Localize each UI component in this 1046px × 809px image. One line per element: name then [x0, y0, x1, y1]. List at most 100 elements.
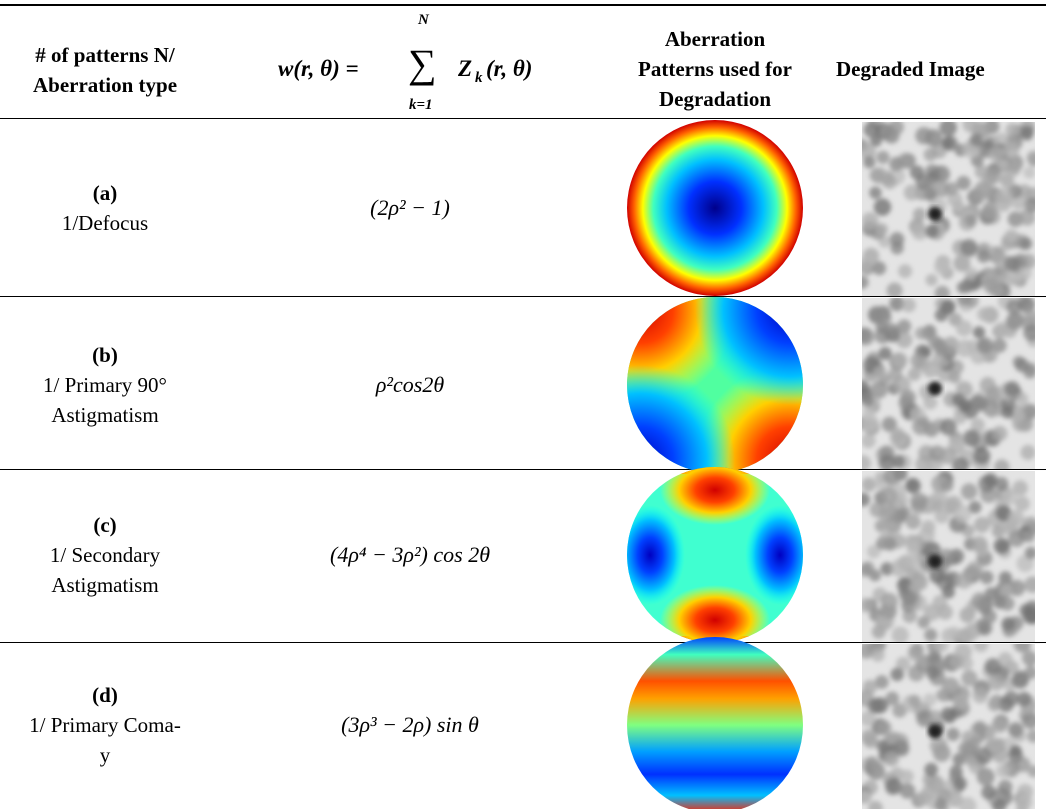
blob [889, 157, 904, 172]
degraded-image [855, 116, 1042, 301]
blob [973, 722, 985, 734]
blob [994, 538, 1011, 555]
blob [879, 347, 892, 360]
blob [891, 559, 909, 577]
blob [1012, 480, 1027, 495]
row-label: (b) [0, 340, 210, 370]
blob [901, 590, 917, 606]
blob [980, 377, 996, 393]
blob [875, 615, 891, 631]
blob [1021, 129, 1033, 141]
dark-spot [928, 725, 942, 739]
blob [981, 785, 996, 800]
blob [883, 467, 900, 484]
blob [906, 542, 920, 556]
blob [876, 151, 889, 164]
blob [1018, 267, 1032, 281]
blob [939, 447, 956, 464]
degraded-image [855, 636, 1041, 809]
blob [1005, 314, 1022, 331]
blob [1027, 730, 1040, 743]
blob [930, 737, 948, 755]
blob [882, 124, 896, 138]
blob [1019, 604, 1032, 617]
blob [1012, 409, 1025, 422]
blob [973, 326, 985, 338]
blob [1008, 530, 1025, 547]
blob [1017, 692, 1032, 707]
dark-spot [928, 382, 942, 396]
blob [924, 148, 937, 161]
blob [910, 353, 925, 368]
blob [986, 406, 998, 418]
blob [934, 259, 950, 275]
blob [910, 493, 927, 510]
blob [1005, 123, 1019, 137]
blob [956, 340, 974, 358]
blob [887, 283, 903, 299]
blob [1023, 324, 1040, 341]
blob [939, 119, 957, 137]
row-label: (c) [0, 510, 210, 540]
blob [875, 520, 888, 533]
blob [880, 487, 897, 504]
blob [858, 790, 872, 804]
blob [938, 605, 953, 620]
blob [882, 323, 900, 341]
blob [970, 133, 983, 146]
formula: (3ρ³ − 2ρ) sin θ [300, 710, 520, 740]
blob [876, 720, 891, 735]
blob [1022, 650, 1037, 665]
blob [857, 328, 875, 346]
blob [882, 175, 897, 190]
blob [873, 366, 887, 380]
blob [924, 763, 938, 777]
blob [961, 670, 977, 686]
blob [988, 674, 1005, 691]
blob [977, 250, 991, 264]
formula: (4ρ⁴ − 3ρ²) cos 2θ [300, 540, 520, 570]
blob [901, 298, 916, 313]
blob [992, 426, 1008, 442]
degraded-image [855, 291, 1041, 475]
blob [884, 751, 899, 766]
aberration-type: Astigmatism [0, 400, 210, 430]
blob [876, 223, 889, 236]
blob [1027, 765, 1039, 777]
blob [1015, 496, 1030, 511]
blob [978, 623, 991, 636]
blob [965, 738, 981, 754]
blob [973, 447, 990, 464]
blob [1004, 256, 1019, 271]
blob [964, 754, 976, 766]
blob [1000, 584, 1012, 596]
blob [940, 418, 957, 435]
blob [988, 146, 1004, 162]
blob [905, 514, 919, 528]
blob [862, 477, 876, 491]
blob [1004, 381, 1020, 397]
blob [1027, 150, 1042, 165]
blob [888, 368, 902, 382]
blob [965, 215, 977, 227]
blob [956, 320, 972, 336]
blob [1024, 404, 1039, 419]
blob [905, 478, 921, 494]
blob [1008, 510, 1024, 526]
blob [1009, 745, 1021, 757]
blob [904, 184, 920, 200]
blob [926, 666, 940, 680]
blob [1024, 310, 1039, 325]
blob [907, 645, 923, 661]
blob [949, 371, 961, 383]
blob [883, 537, 896, 550]
blob [926, 274, 938, 286]
blob [953, 777, 967, 791]
blob [870, 381, 888, 399]
blob [1016, 393, 1028, 405]
blob [995, 195, 1012, 212]
aberration-pattern [627, 637, 803, 809]
blob [869, 187, 881, 199]
blob [971, 536, 988, 553]
blob [1004, 691, 1019, 706]
